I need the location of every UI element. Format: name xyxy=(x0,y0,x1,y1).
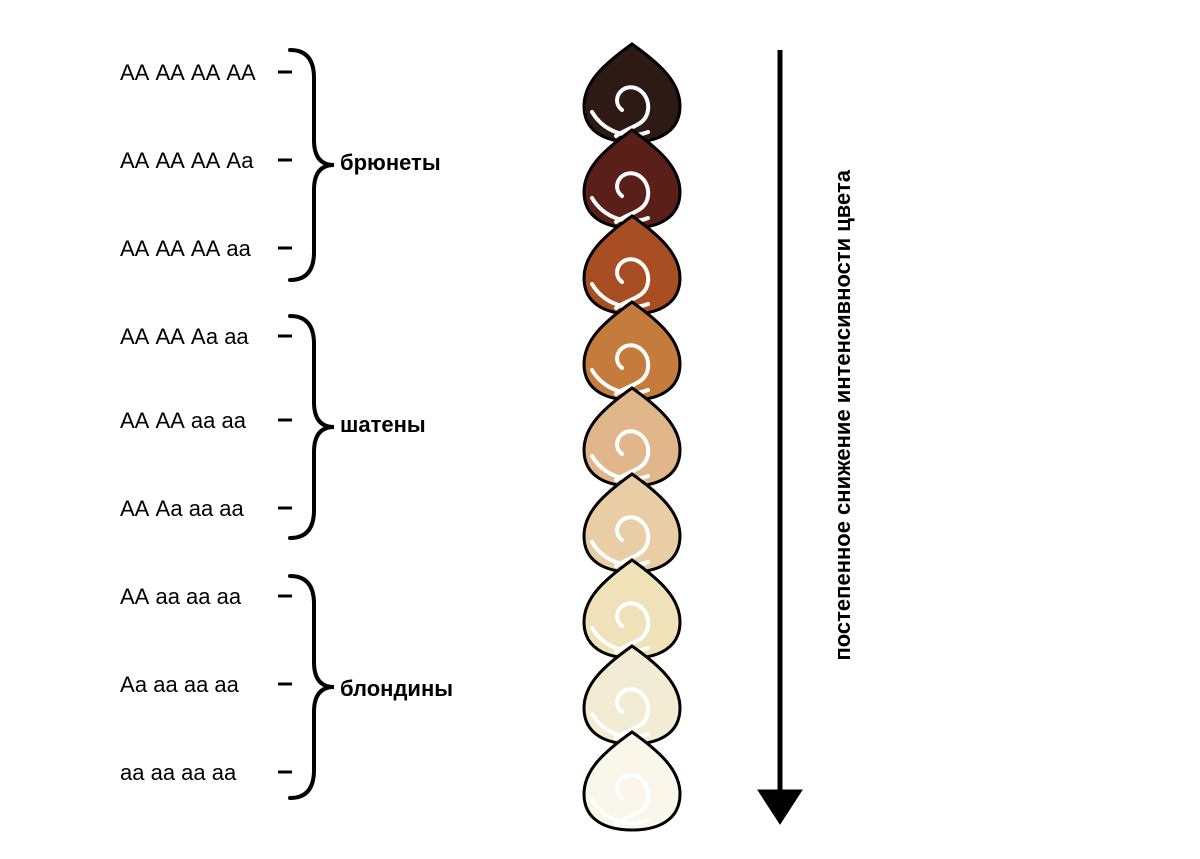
brace-group xyxy=(290,50,334,798)
drops-column xyxy=(584,44,680,830)
diagram-svg xyxy=(0,0,1200,859)
brace-ticks xyxy=(278,72,292,772)
diagram-stage: АА АА АА АА АА АА АА Аа АА АА АА аа АА А… xyxy=(0,0,1200,859)
gradient-arrow xyxy=(758,50,802,824)
gradient-label: постепенное снижение интенсивности цвета xyxy=(830,170,856,661)
